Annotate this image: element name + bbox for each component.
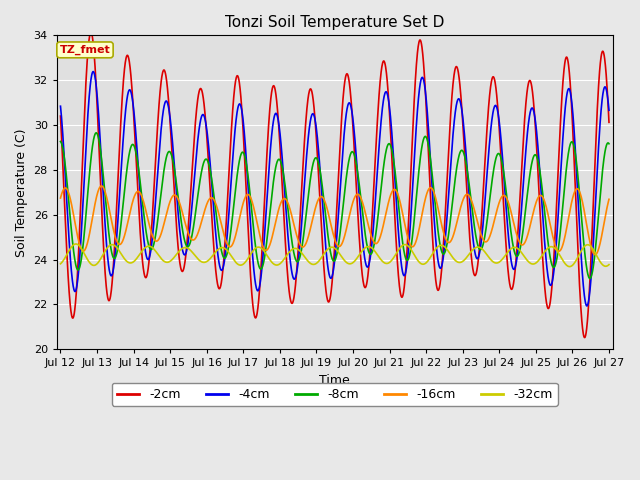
Legend: -2cm, -4cm, -8cm, -16cm, -32cm: -2cm, -4cm, -8cm, -16cm, -32cm xyxy=(112,383,557,406)
-16cm xyxy=(351,194,358,200)
-32cm xyxy=(566,264,573,269)
-32cm xyxy=(72,241,80,247)
-8cm xyxy=(351,153,358,159)
-16cm xyxy=(363,216,371,221)
-2cm xyxy=(580,335,588,340)
-8cm xyxy=(363,240,371,246)
-16cm xyxy=(557,247,564,253)
-32cm xyxy=(210,252,218,257)
-32cm xyxy=(605,262,613,267)
Text: TZ_fmet: TZ_fmet xyxy=(60,45,110,55)
-4cm xyxy=(583,303,591,309)
-4cm xyxy=(363,264,371,269)
Y-axis label: Soil Temperature (C): Soil Temperature (C) xyxy=(15,128,28,257)
-2cm xyxy=(494,110,502,116)
-8cm xyxy=(210,191,218,197)
-16cm xyxy=(494,203,502,208)
-2cm xyxy=(351,154,358,159)
-16cm xyxy=(210,196,218,202)
-32cm xyxy=(572,257,580,263)
-2cm xyxy=(605,120,613,125)
-16cm xyxy=(605,196,613,202)
-2cm xyxy=(363,281,371,287)
-8cm xyxy=(586,276,594,281)
-32cm xyxy=(494,260,502,265)
-32cm xyxy=(351,258,358,264)
-32cm xyxy=(57,261,65,267)
-8cm xyxy=(572,156,580,161)
-4cm xyxy=(605,108,613,113)
-8cm xyxy=(605,141,613,147)
-4cm xyxy=(90,69,97,74)
-8cm xyxy=(557,225,564,230)
-2cm xyxy=(87,29,95,35)
Title: Tonzi Soil Temperature Set D: Tonzi Soil Temperature Set D xyxy=(225,15,444,30)
-2cm xyxy=(57,113,65,119)
-4cm xyxy=(557,170,564,176)
Line: -4cm: -4cm xyxy=(61,72,609,306)
-4cm xyxy=(494,111,502,117)
-8cm xyxy=(92,130,100,136)
-32cm xyxy=(363,244,371,250)
-16cm xyxy=(591,252,599,258)
-2cm xyxy=(557,115,564,121)
-8cm xyxy=(57,139,65,144)
-16cm xyxy=(97,183,105,189)
-32cm xyxy=(557,254,564,260)
Line: -32cm: -32cm xyxy=(61,244,609,266)
-2cm xyxy=(210,243,218,249)
Line: -16cm: -16cm xyxy=(61,186,609,255)
-16cm xyxy=(572,187,580,192)
-4cm xyxy=(57,103,65,109)
Line: -2cm: -2cm xyxy=(61,32,609,337)
-4cm xyxy=(572,158,580,164)
-8cm xyxy=(494,151,502,156)
Line: -8cm: -8cm xyxy=(61,133,609,278)
-2cm xyxy=(572,202,580,207)
-4cm xyxy=(351,134,358,140)
-4cm xyxy=(210,206,218,212)
X-axis label: Time: Time xyxy=(319,374,350,387)
-16cm xyxy=(57,195,65,201)
